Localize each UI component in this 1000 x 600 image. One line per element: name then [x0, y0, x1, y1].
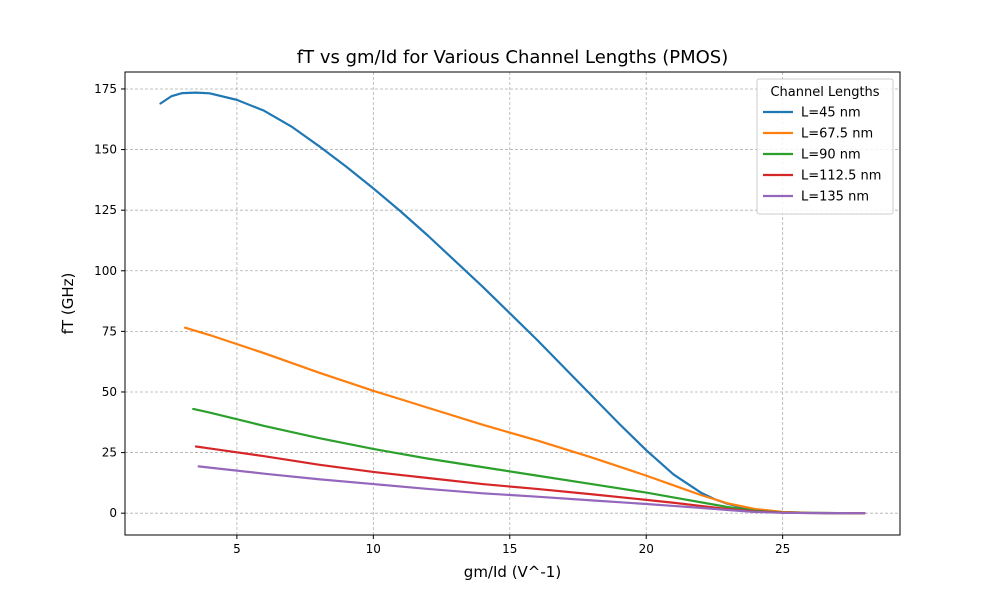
y-tick-label: 0 — [109, 506, 117, 520]
x-axis-label: gm/Id (V^-1) — [464, 563, 561, 581]
y-tick-label: 175 — [94, 82, 117, 96]
y-tick-label: 150 — [94, 143, 117, 157]
legend-entry: L=90 nm — [801, 148, 861, 163]
legend-items: L=45 nm L=67.5 nm L=90 nm L=112.5 nm L=135 n… — [763, 106, 881, 205]
x-tick-label: 5 — [233, 542, 241, 556]
legend-entry: L=135 nm — [801, 190, 869, 205]
series-line-5 — [197, 465, 866, 515]
y-tick-label: 125 — [94, 203, 117, 217]
series-line-2 — [183, 326, 866, 515]
chart-title: fT vs gm/Id for Various Channel Lengths … — [297, 47, 728, 68]
series-line-4 — [194, 445, 866, 515]
y-tick-label: 100 — [94, 264, 117, 278]
x-tick-label: 20 — [639, 542, 654, 556]
series-lines — [159, 91, 866, 515]
y-tick-label: 75 — [102, 324, 117, 338]
x-tick-label: 10 — [366, 542, 381, 556]
legend-entry: L=67.5 nm — [801, 127, 873, 142]
y-tick-label: 25 — [102, 446, 117, 460]
x-tick-label: 25 — [775, 542, 790, 556]
legend-entry: L=45 nm — [801, 106, 861, 121]
y-axis-label: fT (GHz) — [59, 273, 77, 335]
plot-frame — [124, 71, 901, 536]
legend-entry: L=112.5 nm — [801, 169, 881, 184]
x-tick-label: 15 — [502, 542, 517, 556]
axis-ticks: 5 10 15 20 25 0 25 50 75 100 125 150 175 — [94, 82, 790, 556]
legend: Channel Lengths L=45 nmL=67.5 nmL=90 nmL… — [756, 78, 894, 215]
y-tick-label: 50 — [102, 385, 117, 399]
legend-title: Channel Lengths — [770, 85, 879, 100]
